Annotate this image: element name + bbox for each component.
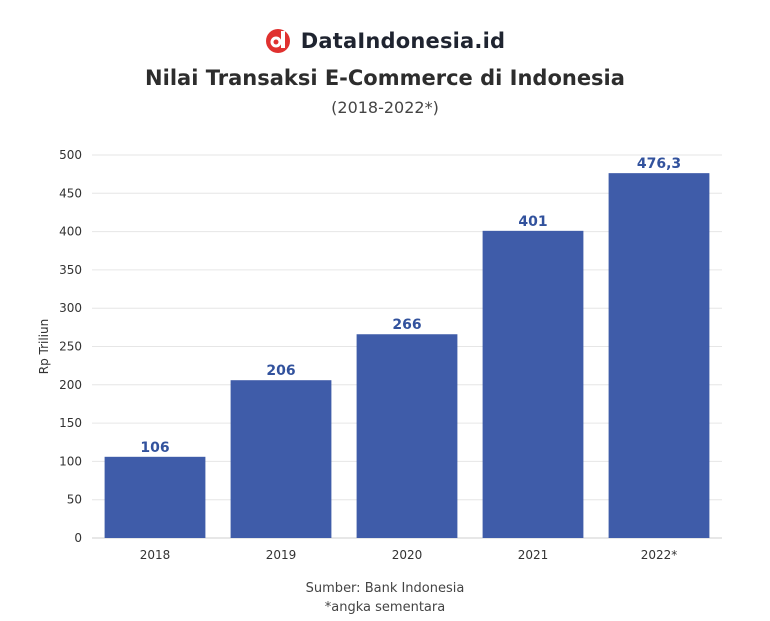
y-tick-label: 150 bbox=[59, 416, 82, 430]
bar bbox=[230, 380, 332, 538]
x-tick-label: 2019 bbox=[266, 548, 297, 562]
x-tick-label: 2018 bbox=[140, 548, 171, 562]
bars: 106 206 266 401 476,3 bbox=[104, 156, 710, 539]
y-axis-label: Rp Triliun bbox=[37, 319, 51, 374]
y-tick-label: 100 bbox=[59, 454, 82, 468]
bar bbox=[608, 173, 710, 538]
y-tick-label: 400 bbox=[59, 225, 82, 239]
bar-value-label: 106 bbox=[140, 440, 169, 456]
y-tick-label: 200 bbox=[59, 378, 82, 392]
bar-value-label: 266 bbox=[392, 317, 421, 333]
bar-value-label: 206 bbox=[266, 363, 295, 379]
y-tick-label: 500 bbox=[59, 148, 82, 162]
y-tick-label: 250 bbox=[59, 340, 82, 354]
y-tick-label: 450 bbox=[59, 186, 82, 200]
bar-value-label: 476,3 bbox=[637, 156, 681, 172]
bar-chart: 0 50 100 150 200 250 300 350 400 450 500 Rp Triliu… bbox=[37, 148, 722, 562]
chart-title: Nilai Transaksi E-Commerce di Indonesia bbox=[145, 66, 625, 90]
bar bbox=[104, 456, 206, 538]
y-tick-label: 0 bbox=[74, 531, 82, 545]
x-tick-label: 2021 bbox=[518, 548, 549, 562]
brand-header: DataIndonesia.id bbox=[0, 26, 770, 56]
bar bbox=[482, 230, 584, 539]
y-tick-label: 50 bbox=[67, 493, 82, 507]
y-tick-label: 300 bbox=[59, 301, 82, 315]
source-text: Sumber: Bank Indonesia bbox=[305, 581, 465, 596]
bar bbox=[356, 334, 458, 538]
bar-value-label: 401 bbox=[518, 214, 547, 230]
dataindonesia-logo-icon bbox=[265, 29, 290, 53]
x-tick-label: 2020 bbox=[392, 548, 423, 562]
brand-name: DataIndonesia.id bbox=[300, 29, 506, 53]
chart-subtitle: (2018-2022*) bbox=[331, 98, 439, 117]
y-tick-label: 350 bbox=[59, 263, 82, 277]
x-axis-ticks: 2018 2019 2020 2021 2022* bbox=[140, 548, 678, 562]
x-tick-label: 2022* bbox=[641, 548, 678, 562]
note-text: *angka sementara bbox=[324, 600, 446, 615]
y-axis-ticks: 0 50 100 150 200 250 300 350 400 450 500 bbox=[59, 148, 82, 545]
